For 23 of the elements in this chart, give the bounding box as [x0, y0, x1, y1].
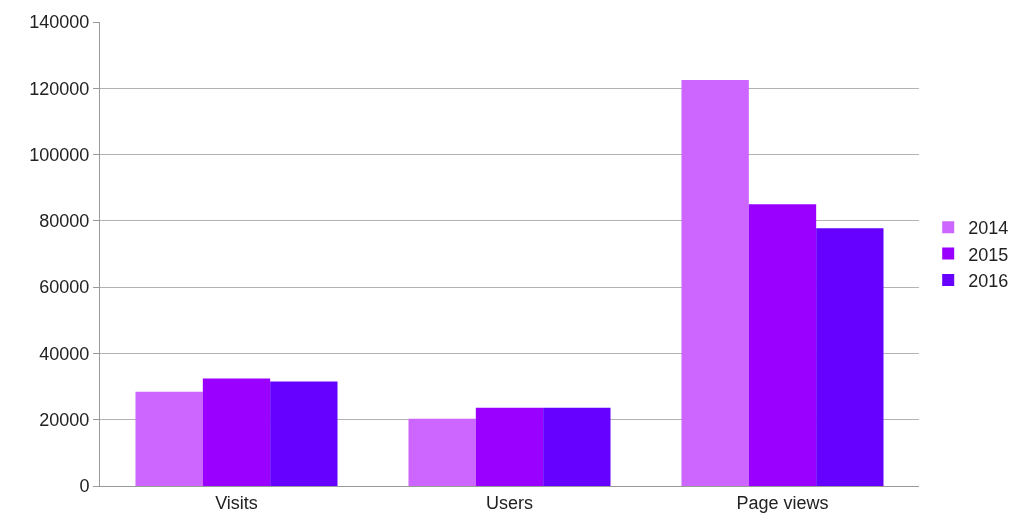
legend-label: 2014 — [968, 218, 1009, 239]
y-tick-label: 140000 — [29, 12, 90, 33]
y-tick-label: 80000 — [39, 211, 90, 232]
y-tick-label: 120000 — [29, 78, 90, 99]
x-tick-label: Visits — [215, 492, 258, 513]
x-tick-label: Page views — [736, 492, 829, 513]
bar — [816, 228, 884, 486]
y-tick-label: 40000 — [39, 343, 90, 364]
bar — [543, 407, 611, 486]
legend-label: 2016 — [968, 271, 1009, 292]
bar — [475, 407, 544, 486]
y-tick-label: 100000 — [29, 144, 90, 165]
y-tick-label: 0 — [79, 476, 90, 497]
bar — [202, 378, 271, 486]
x-tick-label: Users — [485, 492, 534, 513]
bar — [270, 381, 338, 486]
bar — [748, 204, 817, 486]
bar — [135, 391, 203, 486]
y-tick-label: 60000 — [39, 277, 90, 298]
legend-label: 2015 — [968, 244, 1009, 265]
bar — [681, 80, 749, 486]
y-tick-label: 20000 — [39, 410, 90, 431]
bar — [408, 418, 476, 486]
